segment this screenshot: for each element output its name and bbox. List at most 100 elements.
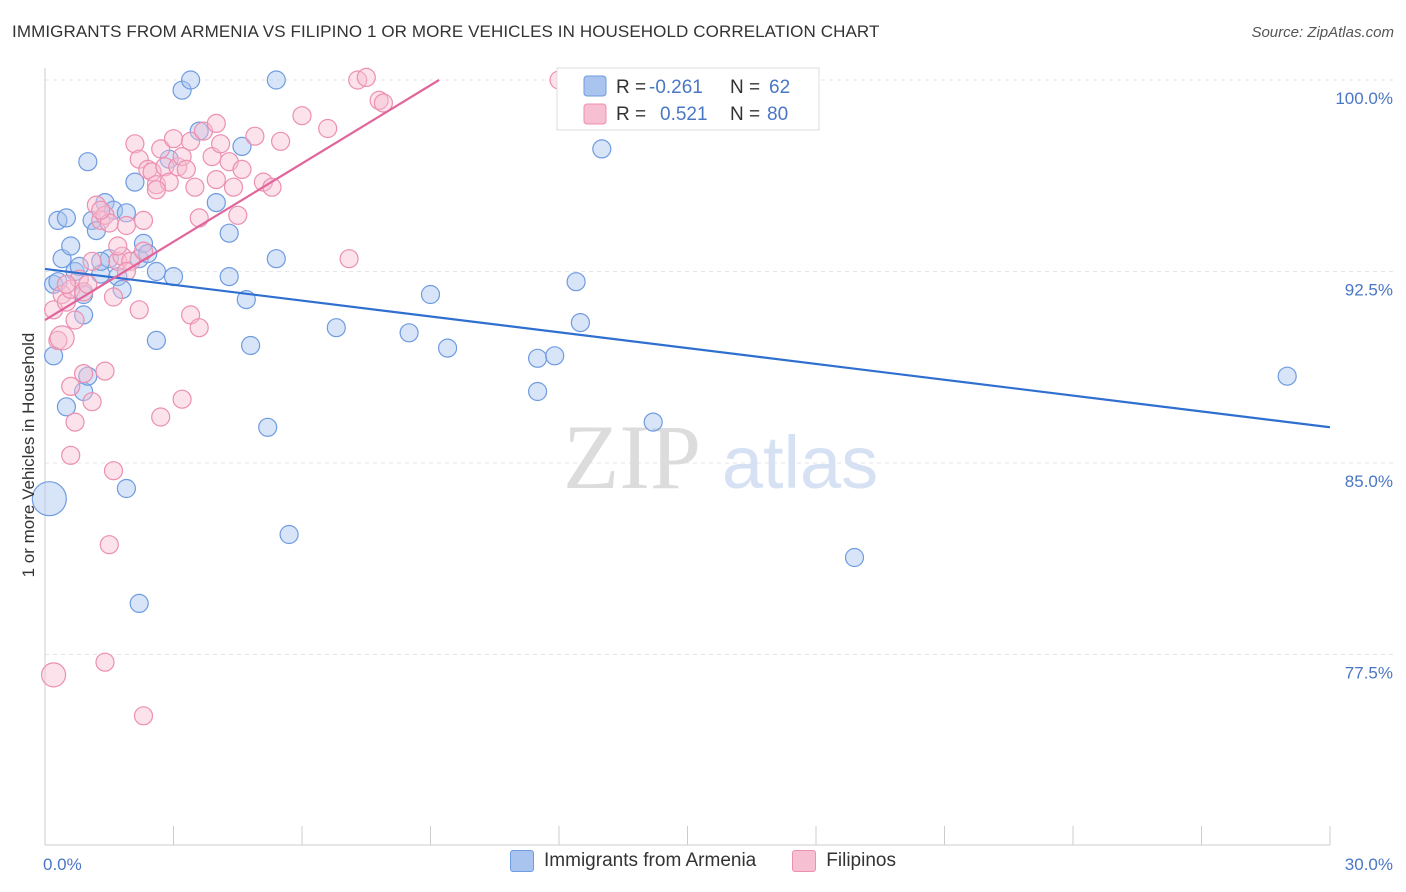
- point-filipinos-25: [151, 139, 171, 159]
- point-filipinos-79: [56, 274, 77, 294]
- point-filipinos-78: [206, 170, 226, 190]
- point-filipinos-42: [245, 126, 265, 146]
- legend-n-value-1: 80: [767, 104, 788, 125]
- point-armenia-3: [56, 208, 77, 228]
- point-armenia-47: [844, 547, 865, 568]
- point-filipinos-48: [339, 249, 359, 269]
- point-filipinos-74: [108, 236, 128, 256]
- point-armenia-32: [241, 335, 261, 356]
- point-armenia-8: [78, 152, 98, 172]
- watermark-atlas: atlas: [722, 421, 878, 504]
- watermark-zip: ZIP: [563, 406, 701, 508]
- point-armenia-45: [592, 139, 612, 159]
- point-armenia-59: [31, 481, 67, 517]
- point-armenia-36: [326, 318, 346, 338]
- point-filipinos-37: [211, 134, 231, 154]
- point-filipinos-41: [232, 159, 252, 179]
- bottom-legend-label-filipinos: Filipinos: [826, 850, 896, 871]
- point-filipinos-21: [133, 210, 154, 230]
- legend-n-label-1: N =: [730, 104, 760, 125]
- y-tick-label-2: 85.0%: [1345, 472, 1393, 491]
- point-filipinos-65: [133, 706, 154, 726]
- point-filipinos-28: [163, 129, 184, 149]
- point-filipinos-17: [116, 215, 137, 236]
- y-axis-title: 1 or more Vehicles in Household: [19, 333, 38, 578]
- point-filipinos-59: [73, 364, 94, 384]
- point-filipinos-50: [356, 67, 376, 88]
- x-tick-label-0: 0.0%: [43, 855, 82, 874]
- bottom-legend-item-filipinos: Filipinos: [792, 850, 896, 872]
- legend: R = -0.261 N = 62 R = 0.521 N = 80: [556, 67, 820, 131]
- point-filipinos-71: [129, 300, 149, 320]
- point-filipinos-64: [95, 652, 115, 672]
- point-filipinos-61: [95, 361, 115, 381]
- point-filipinos-52: [373, 93, 393, 113]
- legend-n-value-0: 62: [769, 77, 790, 98]
- point-armenia-20: [133, 233, 154, 253]
- bottom-legend-label-armenia: Immigrants from Armenia: [544, 850, 757, 871]
- point-armenia-58: [266, 70, 286, 90]
- point-armenia-56: [146, 330, 166, 350]
- point-armenia-34: [266, 249, 286, 269]
- point-filipinos-77: [176, 159, 196, 179]
- point-filipinos-75: [91, 200, 111, 220]
- point-filipinos-23: [142, 162, 162, 182]
- legend-n-label-0: N =: [730, 77, 760, 98]
- point-filipinos-36: [206, 113, 226, 134]
- point-armenia-18: [125, 172, 145, 192]
- point-filipinos-57: [65, 412, 85, 432]
- bottom-legend-swatch-filipinos: [792, 850, 817, 872]
- point-filipinos-31: [181, 131, 201, 151]
- point-armenia-50: [56, 397, 77, 417]
- x-tick-labels: 0.0% 30.0%: [43, 855, 1393, 874]
- legend-swatch-armenia: [583, 75, 607, 97]
- point-filipinos-39: [223, 177, 244, 197]
- point-filipinos-70: [189, 318, 209, 338]
- x-tick-label-1: 30.0%: [1345, 855, 1393, 874]
- point-armenia-37: [399, 323, 419, 343]
- point-armenia-27: [206, 193, 226, 213]
- point-armenia-48: [1277, 366, 1297, 386]
- trend-line-filipinos: [44, 79, 440, 321]
- point-filipinos-58: [61, 445, 81, 465]
- point-filipinos-68: [172, 389, 192, 409]
- series-filipinos-points: [40, 67, 779, 726]
- point-armenia-29: [219, 267, 239, 287]
- point-armenia-41: [527, 381, 548, 402]
- axes: [44, 68, 1331, 846]
- point-filipinos-47: [318, 118, 338, 139]
- point-filipinos-9: [82, 251, 102, 271]
- point-armenia-33: [258, 417, 278, 437]
- point-filipinos-19: [125, 134, 145, 154]
- point-filipinos-55: [49, 325, 75, 351]
- point-filipinos-66: [40, 662, 67, 688]
- legend-r-label-0: R =: [616, 77, 646, 98]
- point-filipinos-45: [271, 131, 291, 151]
- legend-r-value-1: 0.521: [660, 104, 708, 125]
- point-armenia-42: [545, 346, 565, 366]
- point-filipinos-5: [65, 310, 85, 330]
- legend-swatch-filipinos: [583, 103, 607, 125]
- watermark: ZIP atlas: [563, 406, 878, 508]
- legend-r-label-1: R =: [616, 104, 646, 125]
- point-armenia-54: [116, 478, 137, 499]
- y-tick-labels: 100.0% 92.5% 85.0% 77.5%: [1335, 89, 1393, 683]
- point-armenia-30: [232, 136, 252, 156]
- point-filipinos-30: [172, 147, 192, 167]
- y-tick-label-3: 77.5%: [1345, 664, 1393, 683]
- bottom-legend: Immigrants from Armenia Filipinos: [0, 850, 1406, 872]
- point-filipinos-56: [61, 376, 81, 396]
- point-filipinos-14: [103, 287, 124, 307]
- point-filipinos-62: [103, 461, 124, 481]
- bottom-legend-item-armenia: Immigrants from Armenia: [510, 850, 756, 872]
- y-tick-label-1: 92.5%: [1345, 281, 1393, 300]
- point-filipinos-32: [185, 177, 205, 197]
- point-armenia-44: [570, 313, 591, 333]
- y-tick-label-0: 100.0%: [1335, 89, 1393, 108]
- legend-r-value-0: -0.261: [649, 77, 703, 98]
- point-armenia-43: [566, 272, 586, 292]
- chart-title: IMMIGRANTS FROM ARMENIA VS FILIPINO 1 OR…: [12, 22, 880, 41]
- point-armenia-38: [420, 284, 441, 305]
- trend-lines: [44, 79, 1331, 429]
